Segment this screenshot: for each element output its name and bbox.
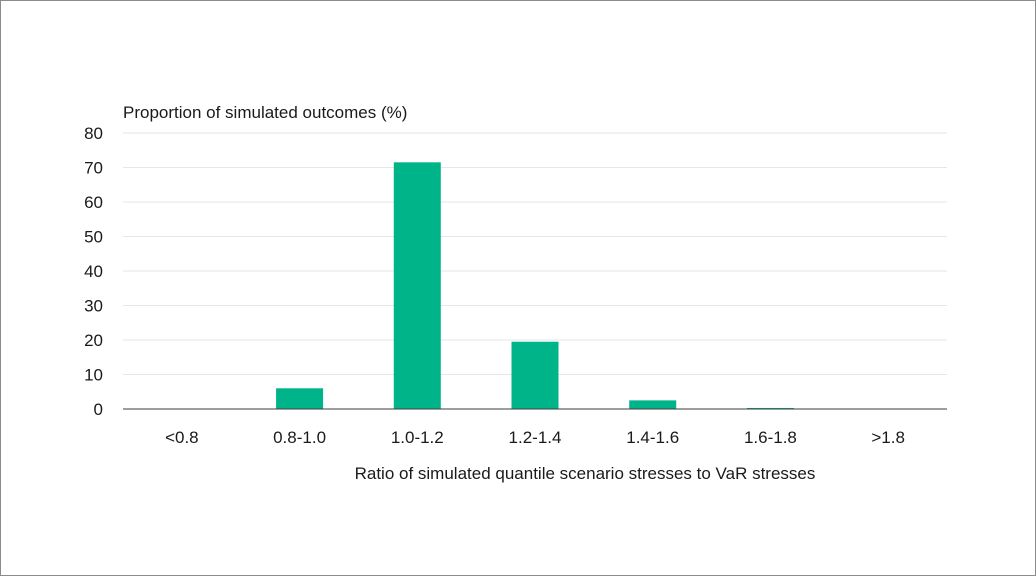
x-tick-label: <0.8 xyxy=(165,428,199,447)
x-axis-title: Ratio of simulated quantile scenario str… xyxy=(355,464,816,483)
bar xyxy=(629,400,677,409)
x-tick-label: 1.6-1.8 xyxy=(744,428,797,447)
y-tick-label: 0 xyxy=(94,400,103,419)
bar xyxy=(511,341,559,409)
x-tick-label: 1.4-1.6 xyxy=(626,428,679,447)
y-tick-label: 10 xyxy=(84,366,103,385)
y-tick-label: 40 xyxy=(84,262,103,281)
x-tick-label: >1.8 xyxy=(871,428,905,447)
gridlines xyxy=(123,132,947,375)
bars xyxy=(276,162,794,409)
y-tick-label: 20 xyxy=(84,331,103,350)
y-tick-label: 70 xyxy=(84,159,103,178)
y-tick-label: 50 xyxy=(84,228,103,247)
bar xyxy=(746,407,794,409)
bar xyxy=(276,388,324,409)
y-tick-label: 30 xyxy=(84,297,103,316)
y-axis-title: Proportion of simulated outcomes (%) xyxy=(123,103,407,122)
y-tick-label: 60 xyxy=(84,193,103,212)
bar xyxy=(393,162,441,409)
y-tick-label: 80 xyxy=(84,124,103,143)
x-tick-label: 1.2-1.4 xyxy=(509,428,562,447)
x-tick-label: 0.8-1.0 xyxy=(273,428,326,447)
axes: 0 10 20 30 40 50 60 70 80 <0.8 0.8-1.0 1.0-1.2 1.2-1… xyxy=(84,124,947,447)
x-tick-label: 1.0-1.2 xyxy=(391,428,444,447)
